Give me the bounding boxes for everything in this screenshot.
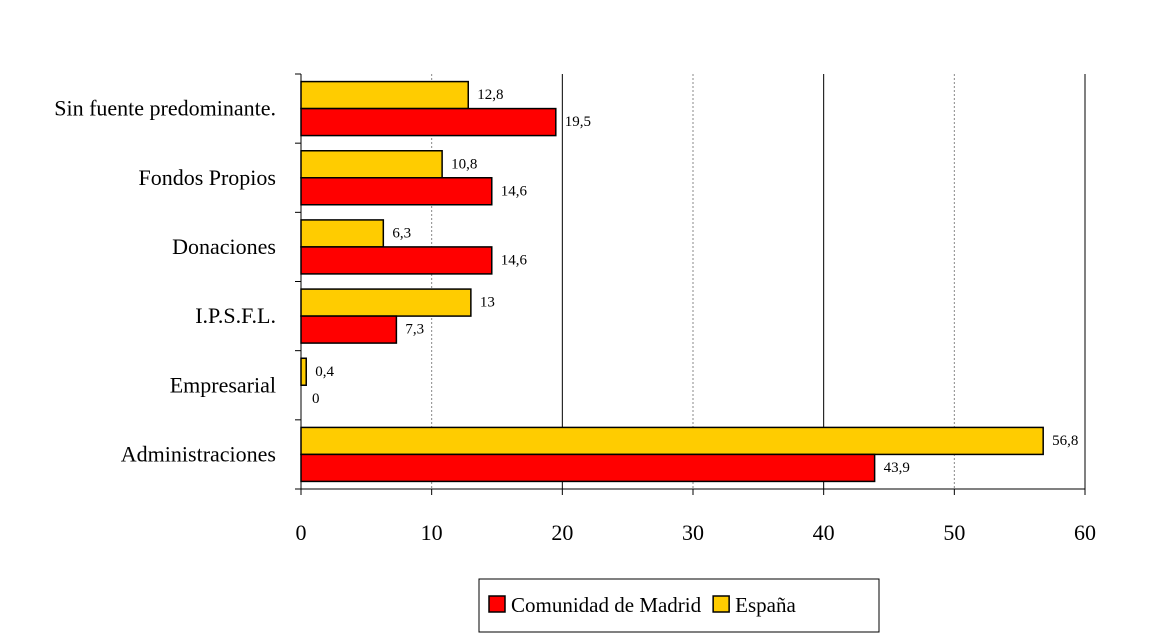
category-label: Administraciones (121, 441, 276, 466)
bars (300, 80, 1044, 483)
legend-swatch (712, 595, 730, 613)
data-label: 13 (480, 295, 495, 311)
category-label: I.P.S.F.L. (195, 303, 276, 328)
x-tick-label: 0 (296, 520, 307, 545)
grid-lines (431, 74, 1086, 489)
category-label: Donaciones (172, 234, 276, 259)
bar (300, 80, 470, 110)
bar (300, 426, 1044, 456)
bar (300, 453, 876, 483)
category-label: Empresarial (170, 372, 276, 397)
x-tick-label: 10 (421, 520, 443, 545)
data-label: 6,3 (392, 225, 411, 241)
data-label: 56,8 (1052, 433, 1078, 449)
data-label: 14,6 (501, 252, 528, 268)
data-label: 0,4 (315, 364, 334, 380)
x-tick-label: 30 (682, 520, 704, 545)
bar (300, 246, 493, 275)
legend-box (478, 578, 880, 633)
data-label: 19,5 (565, 114, 591, 130)
bar (300, 177, 493, 206)
data-label: 14,6 (501, 183, 528, 199)
bar (300, 288, 472, 317)
axes (295, 73, 1086, 495)
x-tick-label: 40 (813, 520, 835, 545)
labels: 0 10 20 30 40 50 60 Sin fuente predominante. 12,… (54, 87, 1096, 545)
bar (300, 357, 307, 386)
x-tick-label: 20 (551, 520, 573, 545)
bar (300, 219, 385, 248)
bar (300, 315, 398, 344)
x-tick-label: 50 (943, 520, 965, 545)
category-label: Fondos Propios (138, 165, 276, 190)
legend-swatch (488, 595, 506, 613)
bar (300, 150, 443, 179)
bar (300, 107, 557, 137)
legend: Comunidad de Madrid España (478, 578, 880, 633)
data-label: 43,9 (884, 460, 910, 476)
legend-label: Comunidad de Madrid (511, 593, 702, 617)
data-label: 7,3 (405, 322, 424, 338)
x-tick-label: 60 (1074, 520, 1096, 545)
data-label: 0 (312, 391, 320, 407)
data-label: 10,8 (451, 156, 477, 172)
data-label: 12,8 (477, 87, 503, 103)
legend-label: España (735, 593, 796, 617)
category-label: Sin fuente predominante. (54, 96, 276, 121)
